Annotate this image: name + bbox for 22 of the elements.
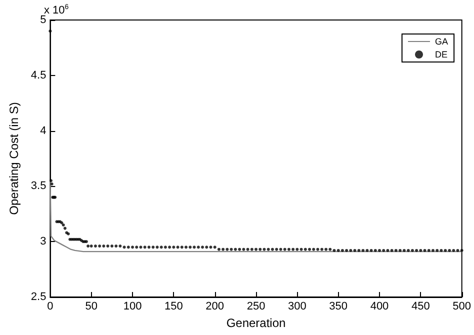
x-tick-label: 200	[206, 300, 224, 312]
x-tick-label: 400	[370, 300, 389, 312]
x-axis-title: Generation	[226, 316, 286, 330]
y-tick-label: 2.5	[30, 291, 46, 303]
y-tick-label: 3	[40, 236, 46, 248]
legend-label: GA	[434, 36, 448, 46]
x-tick-label: 500	[452, 300, 472, 312]
x-tick-label: 450	[411, 300, 430, 312]
x-tick-label: 50	[85, 300, 98, 312]
x-tick-label: 350	[329, 300, 348, 312]
line-series	[50, 180, 462, 252]
y-tick-label: 4.5	[30, 69, 46, 82]
y-tick-label: 4	[40, 124, 46, 137]
y-tick-label: 3.5	[30, 180, 46, 192]
legend-label: DE	[434, 50, 448, 60]
x-tick-label: 100	[123, 300, 142, 312]
x-tick-label: 300	[288, 300, 306, 312]
y-tick-label: 5	[40, 14, 46, 26]
x-tick-label: 0	[47, 300, 54, 312]
x-tick-label: 250	[246, 300, 266, 312]
y-axis-title: Operating Cost (in S)	[7, 102, 21, 215]
x-tick-label: 150	[164, 300, 183, 312]
